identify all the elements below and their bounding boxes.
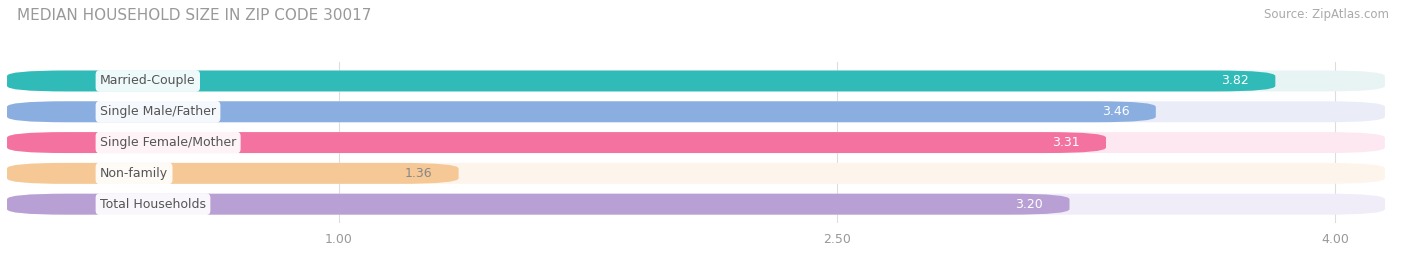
Text: 3.31: 3.31 (1052, 136, 1080, 149)
FancyBboxPatch shape (7, 194, 1385, 215)
FancyBboxPatch shape (7, 132, 1385, 153)
Text: Single Female/Mother: Single Female/Mother (100, 136, 236, 149)
FancyBboxPatch shape (7, 101, 1156, 122)
Text: 3.20: 3.20 (1015, 198, 1043, 211)
FancyBboxPatch shape (7, 163, 1385, 184)
Text: 1.36: 1.36 (405, 167, 432, 180)
Text: Married-Couple: Married-Couple (100, 75, 195, 87)
FancyBboxPatch shape (7, 163, 458, 184)
FancyBboxPatch shape (7, 70, 1275, 91)
Text: Total Households: Total Households (100, 198, 207, 211)
Text: MEDIAN HOUSEHOLD SIZE IN ZIP CODE 30017: MEDIAN HOUSEHOLD SIZE IN ZIP CODE 30017 (17, 8, 371, 23)
FancyBboxPatch shape (7, 194, 1070, 215)
Text: Non-family: Non-family (100, 167, 169, 180)
FancyBboxPatch shape (7, 70, 1385, 91)
Text: 3.82: 3.82 (1220, 75, 1249, 87)
Text: Single Male/Father: Single Male/Father (100, 105, 217, 118)
FancyBboxPatch shape (7, 132, 1107, 153)
Text: 3.46: 3.46 (1102, 105, 1129, 118)
Text: Source: ZipAtlas.com: Source: ZipAtlas.com (1264, 8, 1389, 21)
FancyBboxPatch shape (7, 101, 1385, 122)
